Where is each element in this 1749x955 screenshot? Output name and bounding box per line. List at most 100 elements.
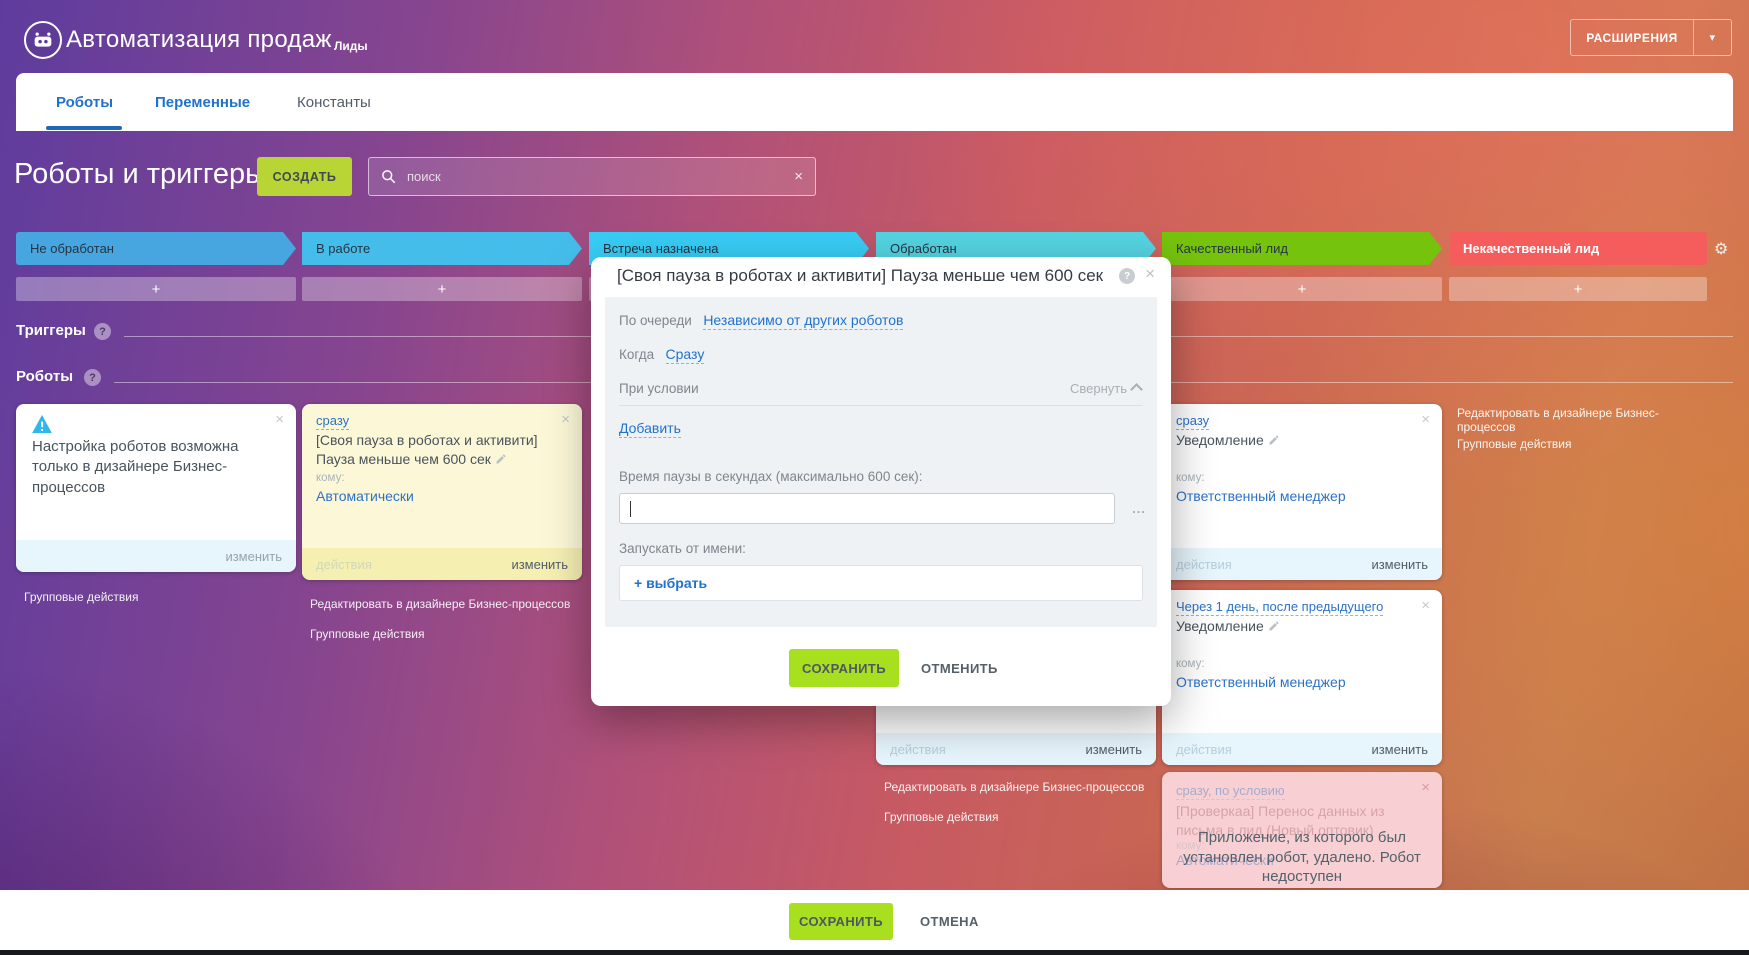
extensions-button[interactable]: РАСШИРЕНИЯ ▾ [1570,19,1732,56]
edit-link[interactable]: изменить [511,556,568,572]
edit-link[interactable]: изменить [225,548,282,564]
add-robot-bar[interactable]: + [302,277,582,301]
save-button[interactable]: СОХРАНИТЬ [789,903,893,940]
section-heading: Роботы и триггеры [14,158,266,190]
when-label: Когда [619,347,655,362]
card-footer: действия изменить [1162,733,1442,765]
chevron-up-icon [1130,383,1143,396]
stage-label: Встреча назначена [603,241,719,256]
help-icon[interactable]: ? [84,369,101,386]
robot-card-notify-now[interactable]: × сразу Уведомление кому: Ответственный … [1162,404,1442,580]
close-icon[interactable]: × [1145,264,1155,283]
edit-in-designer-link[interactable]: Редактировать в дизайнере Бизнес-процесс… [884,780,1145,794]
to-label: кому: [1176,840,1205,852]
trigger-timing-link[interactable]: Через 1 день, после предыдущего [1176,599,1384,617]
queue-label: По очереди [619,313,692,328]
cancel-button[interactable]: ОТМЕНА [920,914,979,929]
actions-link[interactable]: действия [316,556,372,572]
clear-search-icon[interactable]: × [794,168,803,185]
add-robot-bar[interactable]: + [1162,277,1442,301]
edit-in-designer-link[interactable]: Редактировать в дизайнере Бизнес-процесс… [1457,406,1659,434]
close-icon[interactable]: × [1421,779,1430,796]
search-box[interactable]: × [368,157,816,196]
robot-card-pause[interactable]: × сразу [Своя пауза в роботах и активити… [302,404,582,580]
card-footer: изменить [16,540,296,572]
dialog-save-button[interactable]: СОХРАНИТЬ [789,649,899,687]
actions-link[interactable]: действия [1176,556,1232,572]
run-as-label: Запускать от имени: [619,541,746,556]
to-value-link[interactable]: Ответственный менеджер [1176,488,1346,504]
robot-glyph [34,32,52,47]
trigger-link-wrap: сразу [1176,412,1210,431]
trigger-link-wrap: сразу, по условию [1176,782,1285,801]
stage-in-progress[interactable]: В работе [302,232,582,265]
collapse-link[interactable]: Свернуть [1070,381,1143,396]
button-divider [1693,20,1694,55]
to-value-link[interactable]: Автоматически [316,488,414,504]
edit-pencil-icon[interactable] [1268,432,1280,451]
edit-pencil-icon[interactable] [1268,618,1280,637]
group-actions-link[interactable]: Групповые действия [310,627,425,641]
tab-bar: Роботы Переменные Константы [16,73,1733,131]
help-icon[interactable]: ? [94,323,111,340]
add-robot-bar[interactable]: + [16,277,296,301]
close-icon[interactable]: × [1421,411,1430,428]
help-icon[interactable]: ? [1119,268,1135,284]
card-text: Настройка роботов возможна только в диза… [32,438,239,496]
gear-icon[interactable]: ⚙ [1714,241,1729,258]
pause-time-field-wrap [619,493,1115,524]
edit-link[interactable]: изменить [1371,741,1428,757]
entity-label: Лиды [334,39,368,53]
warning-icon [32,415,52,438]
close-icon[interactable]: × [275,411,284,428]
stage-label: Обработан [890,241,957,256]
robot-card-broken[interactable]: × сразу, по условию [Проверкаа] Перенос … [1162,772,1442,888]
choose-user-link[interactable]: + выбрать [634,575,708,591]
when-value-link[interactable]: Сразу [665,345,705,365]
when-row: Когда Сразу [619,345,705,365]
tab-variables[interactable]: Переменные [155,93,251,111]
group-actions-link[interactable]: Групповые действия [1457,437,1572,451]
queue-row: По очереди Независимо от других роботов [619,311,904,331]
actions-link[interactable]: действия [1176,741,1232,757]
edit-pencil-icon[interactable] [495,451,507,470]
edit-link[interactable]: изменить [1371,556,1428,572]
trigger-timing-link[interactable]: сразу [316,413,350,431]
stage-not-processed[interactable]: Не обработан [16,232,296,265]
dialog-cancel-button[interactable]: ОТМЕНИТЬ [921,661,998,676]
robot-card-notify-later[interactable]: × Через 1 день, после предыдущего Уведом… [1162,590,1442,765]
actions-link[interactable]: действия [890,741,946,757]
robot-card-designer-warning[interactable]: × Настройка роботов возможна только в ди… [16,404,296,572]
close-icon[interactable]: × [561,411,570,428]
group-actions-link[interactable]: Групповые действия [24,590,139,604]
add-robot-bar[interactable]: + [1449,277,1707,301]
create-button[interactable]: СОЗДАТЬ [257,157,352,196]
robot-settings-dialog: [Своя пауза в роботах и активити] Пауза … [591,257,1171,706]
stage-junk-lead[interactable]: Некачественный лид [1449,232,1707,265]
group-actions-link[interactable]: Групповые действия [884,810,999,824]
trigger-timing-link[interactable]: сразу [1176,413,1210,431]
more-options-button[interactable]: ... [1132,501,1146,516]
queue-value-link[interactable]: Независимо от других роботов [703,311,904,331]
run-as-field[interactable]: + выбрать [619,565,1143,601]
edit-link[interactable]: изменить [1085,741,1142,757]
chevron-down-icon[interactable]: ▾ [1709,32,1716,44]
dialog-body: По очереди Независимо от других роботов … [605,297,1157,627]
to-value-link: Автоматически [1176,852,1274,868]
screen-edge [0,950,1749,955]
pause-time-input[interactable] [620,494,1114,523]
robot-unavailable-message: Приложение, из которого был установлен р… [1183,829,1421,885]
close-icon[interactable]: × [1421,597,1430,614]
trigger-link-wrap: Через 1 день, после предыдущего [1176,598,1384,617]
stage-label: Некачественный лид [1463,241,1600,256]
stage-quality-lead[interactable]: Качественный лид [1162,232,1442,265]
add-condition-link[interactable]: Добавить [619,419,681,439]
tab-constants[interactable]: Константы [297,93,371,111]
stage-label: Не обработан [30,241,114,256]
to-value-link[interactable]: Ответственный менеджер [1176,674,1346,690]
extensions-button-label: РАСШИРЕНИЯ [1586,30,1678,45]
edit-in-designer-link[interactable]: Редактировать в дизайнере Бизнес-процесс… [310,597,571,611]
tab-robots[interactable]: Роботы [56,93,114,111]
search-input[interactable] [405,168,795,185]
